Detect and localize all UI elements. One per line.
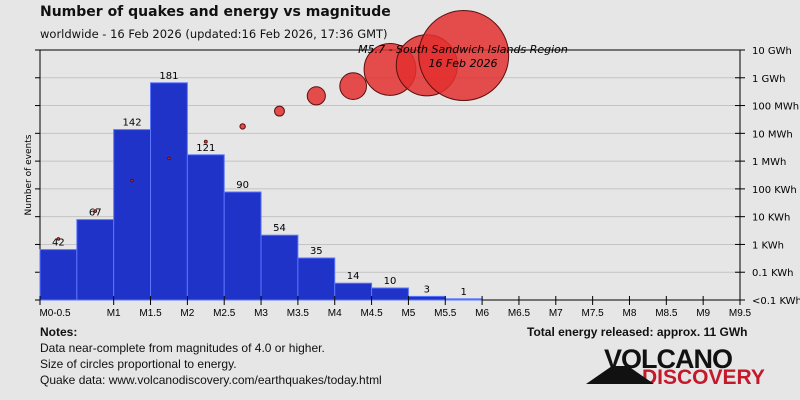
bar-value-label: 1 <box>460 287 466 298</box>
x-tick-label: M5 <box>401 308 415 319</box>
bar-M1.5-2 <box>150 82 188 301</box>
logo-discovery: DISCOVERY <box>642 366 765 389</box>
bar-value-label: 181 <box>159 71 178 82</box>
x-tick-label: M7 <box>549 308 563 319</box>
bar-M2.5-3 <box>223 191 262 301</box>
x-tick-label: M8 <box>623 308 637 319</box>
notes-title: Notes: <box>40 325 78 339</box>
x-tick-label: M3 <box>254 308 268 319</box>
x-tick-label: M0-0.5 <box>39 308 71 319</box>
x-tick-label: M4.5 <box>360 308 383 319</box>
energy-circle-M2.5-3 <box>239 123 246 130</box>
energy-tick-label: 100 KWh <box>752 185 797 196</box>
bar-M4.5-5 <box>371 287 409 301</box>
bar-M3-3.5 <box>260 234 299 301</box>
x-tick-label: M4 <box>328 308 342 319</box>
x-tick-label: M8.5 <box>655 308 678 319</box>
x-tick-label: M6 <box>475 308 489 319</box>
x-tick-label: M3.5 <box>287 308 310 319</box>
bar-value-label: 67 <box>89 208 102 219</box>
x-tick-label: M9 <box>696 308 710 319</box>
y-axis-label: Number of events <box>24 134 34 215</box>
energy-circle-M1.5-2 <box>167 156 171 161</box>
energy-tick-label: 10 MWh <box>752 129 793 140</box>
x-tick-label: M9.5 <box>729 308 752 319</box>
bar-value-label: 142 <box>123 118 142 129</box>
x-tick-label: M7.5 <box>582 308 605 319</box>
bar-M5.5-6 <box>444 298 483 301</box>
bar-value-label: 90 <box>236 180 249 191</box>
annotation-line2: 16 Feb 2026 <box>428 57 497 70</box>
energy-tick-label: 1 GWh <box>752 74 786 85</box>
bar-value-label: 35 <box>310 246 323 257</box>
energy-tick-label: 1 KWh <box>752 240 784 251</box>
chart-subtitle: worldwide - 16 Feb 2026 (updated:16 Feb … <box>40 27 388 41</box>
energy-tick-label: 0.1 KWh <box>752 268 794 279</box>
chart-title: Number of quakes and energy vs magnitude <box>40 4 391 20</box>
bar-M4-4.5 <box>334 282 373 301</box>
energy-circle-M0.5-1 <box>93 209 98 213</box>
x-tick-label: M2.5 <box>213 308 236 319</box>
bar-M5-5.5 <box>407 295 446 301</box>
note-completeness: Data near-complete from magnitudes of 4.… <box>40 341 325 355</box>
bar-M0.5-1 <box>76 219 115 301</box>
note-circles: Size of circles proportional to energy. <box>40 357 237 371</box>
x-tick-label: M6.5 <box>508 308 531 319</box>
energy-tick-label: 1 MWh <box>752 157 786 168</box>
energy-circle-M1-1.5 <box>130 178 134 183</box>
x-tick-label: M1.5 <box>139 308 162 319</box>
energy-tick-label: 10 GWh <box>752 46 792 57</box>
annotation-line1: M5.7 - South Sandwich Islands Region <box>358 43 568 56</box>
bar-value-label: 14 <box>347 271 360 282</box>
bar-M1-1.5 <box>113 129 152 301</box>
energy-circle-M3.5-4 <box>306 86 326 106</box>
bar-M2-2.5 <box>186 154 225 301</box>
total-energy: Total energy released: approx. 11 GWh <box>527 325 748 339</box>
bar-value-label: 54 <box>273 223 286 234</box>
energy-circle-M5.5-6 <box>418 10 510 102</box>
bar-value-label: 42 <box>52 238 65 249</box>
x-tick-label: M2 <box>180 308 194 319</box>
bar-value-label: 10 <box>384 276 397 287</box>
x-tick-label: M5.5 <box>434 308 457 319</box>
bar-M0-0.5 <box>39 249 78 301</box>
x-tick-label: M1 <box>107 308 121 319</box>
bar-M3.5-4 <box>297 257 336 301</box>
energy-circle-M4-4.5 <box>339 72 367 100</box>
energy-tick-label: 100 MWh <box>752 102 799 113</box>
bar-value-label: 121 <box>196 143 215 154</box>
energy-circle-M3-3.5 <box>274 105 285 117</box>
energy-circle-M0-0.5 <box>56 237 61 241</box>
note-source: Quake data: www.volcanodiscovery.com/ear… <box>40 373 382 387</box>
energy-tick-label: <0.1 KWh <box>752 296 800 307</box>
bar-value-label: 3 <box>424 284 430 295</box>
energy-tick-label: 10 KWh <box>752 213 790 224</box>
energy-circle-M2-2.5 <box>203 139 208 144</box>
